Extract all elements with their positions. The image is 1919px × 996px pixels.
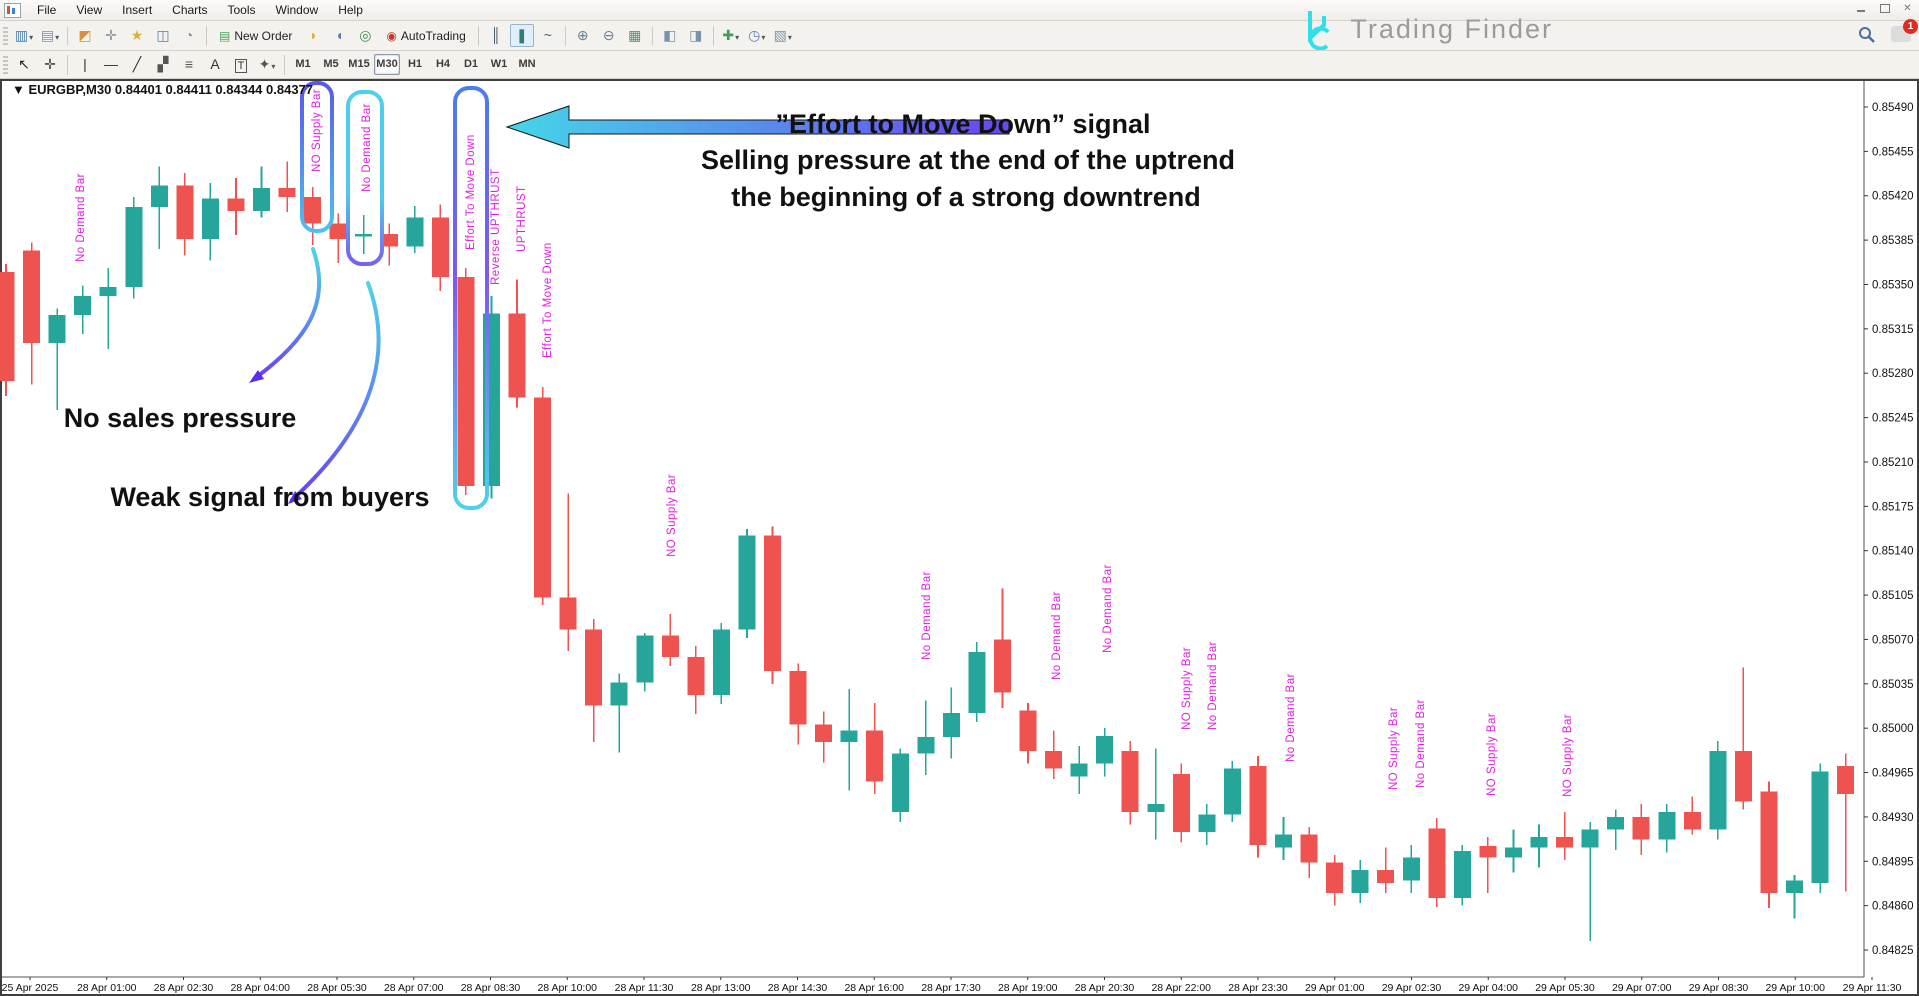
expert-advisors-icon[interactable]: ◗ [309, 27, 318, 43]
timeframe-mn[interactable]: MN [518, 58, 536, 70]
menu-help[interactable]: Help [338, 3, 363, 17]
toolbar-separator [67, 25, 68, 46]
trading-finder-logo: Trading Finder [1302, 8, 1553, 50]
toolbar-separator [477, 25, 479, 46]
close-button[interactable]: ✕ [1903, 3, 1912, 14]
arrows-tool[interactable]: ✦▾ [258, 56, 276, 72]
toolbar-drag-handle[interactable] [3, 55, 8, 74]
indicators-icon[interactable]: ✚▾ [722, 27, 740, 43]
mt4-app-icon[interactable] [4, 2, 21, 18]
cursor-tool[interactable]: ↖ [18, 56, 30, 72]
periods-icon[interactable]: ◷▾ [748, 27, 766, 43]
terminal-icon[interactable]: ◫ [156, 27, 170, 43]
timeframe-m30[interactable]: M30 [374, 54, 400, 75]
fibonacci-tool[interactable]: ≡ [184, 56, 194, 72]
crosshair-tool[interactable]: ✛ [44, 56, 56, 72]
menu-file[interactable]: File [37, 3, 57, 17]
toolbar-drag-handle[interactable] [3, 26, 8, 45]
toolbar-standard: ▥▾ ▤▾ ◩ ✛ ★ ◫ ◔ ▤ New Order ◗ ◖ ◎ ◉ AutoTrading ║ ❚ ~ ⊕ ⊖ ▦… [0, 21, 1919, 51]
tile-windows-icon[interactable]: ▦ [628, 27, 642, 43]
navigator-icon[interactable]: ★ [130, 27, 144, 43]
timeframe-m15[interactable]: M15 [348, 58, 370, 70]
menu-view[interactable]: View [76, 3, 103, 17]
new-order-button[interactable]: ▤ New Order [212, 24, 299, 47]
autotrading-icon: ◉ [386, 28, 397, 43]
new-order-label: New Order [234, 28, 293, 43]
new-chart-icon[interactable]: ▥▾ [14, 27, 34, 43]
trading-finder-icon [1308, 11, 1330, 50]
timeframe-h1[interactable]: H1 [407, 58, 423, 70]
bar-chart-icon[interactable]: ║ [490, 27, 501, 43]
window-controls: ✕ [1855, 3, 1914, 14]
timeframe-h4[interactable]: H4 [435, 58, 451, 70]
timeframe-w1[interactable]: W1 [490, 58, 508, 70]
line-chart-icon[interactable]: ~ [543, 27, 552, 43]
autotrading-button[interactable]: ◉ AutoTrading [379, 24, 472, 47]
timeframe-m1[interactable]: M1 [295, 58, 311, 70]
notification-icon[interactable]: 1 [1891, 19, 1918, 42]
toolbar-separator [67, 54, 68, 75]
vertical-line-tool[interactable]: | [83, 56, 87, 72]
trendline-tool[interactable]: ╱ [132, 56, 142, 72]
timeframe-m5[interactable]: M5 [323, 58, 339, 70]
menu-insert[interactable]: Insert [122, 3, 153, 17]
minimize-button[interactable] [1855, 3, 1868, 14]
horizontal-line-tool[interactable]: — [104, 56, 118, 72]
strategy-tester-icon[interactable]: ◔ [184, 27, 194, 43]
metaeditor-icon[interactable]: ◖ [335, 27, 344, 43]
menu-bar: File View Insert Charts Tools Window Help [0, 0, 1919, 21]
menu-charts[interactable]: Charts [172, 3, 208, 17]
toolbar-separator [712, 25, 714, 46]
menu-items: File View Insert Charts Tools Window Help [27, 3, 373, 17]
toolbar-tools-timeframes: ↖ ✛ | — ╱ ▞ ≡ A T ✦▾ M1 M5 M15 M30 H1 H4 D1 W1 MN [0, 51, 1919, 79]
restore-button[interactable] [1878, 3, 1891, 14]
autotrading-label: AutoTrading [400, 28, 466, 43]
label-tool[interactable]: T [229, 53, 253, 76]
new-order-icon: ▤ [219, 28, 231, 43]
menu-tools[interactable]: Tools [227, 3, 256, 17]
candlestick-chart-icon[interactable]: ❚ [509, 24, 534, 47]
profiles-icon[interactable]: ▤▾ [40, 27, 60, 43]
text-tool[interactable]: A [210, 56, 220, 72]
toolbar-separator [651, 25, 653, 46]
market-watch-icon[interactable]: ◩ [78, 27, 92, 43]
options-icon[interactable]: ◎ [359, 27, 372, 43]
notification-badge: 1 [1903, 19, 1918, 34]
timeframe-d1[interactable]: D1 [463, 58, 479, 70]
toolbar-separator [206, 25, 207, 46]
toolbar-separator [564, 25, 566, 46]
auto-arrange-icon[interactable]: ◧ [663, 27, 677, 43]
zoom-out-icon[interactable]: ⊖ [602, 27, 615, 43]
zoom-in-icon[interactable]: ⊕ [576, 27, 589, 43]
data-window-icon[interactable]: ✛ [105, 27, 117, 43]
equidistant-channel-tool[interactable]: ▞ [157, 56, 169, 72]
menu-window[interactable]: Window [275, 3, 319, 17]
templates-icon[interactable]: ▧▾ [773, 27, 792, 43]
search-icon[interactable] [1858, 26, 1875, 48]
toolbar-separator [284, 54, 285, 75]
snap-grid-icon[interactable]: ◨ [689, 27, 703, 43]
trading-finder-text: Trading Finder [1350, 13, 1553, 44]
chart-area[interactable] [0, 79, 1919, 996]
